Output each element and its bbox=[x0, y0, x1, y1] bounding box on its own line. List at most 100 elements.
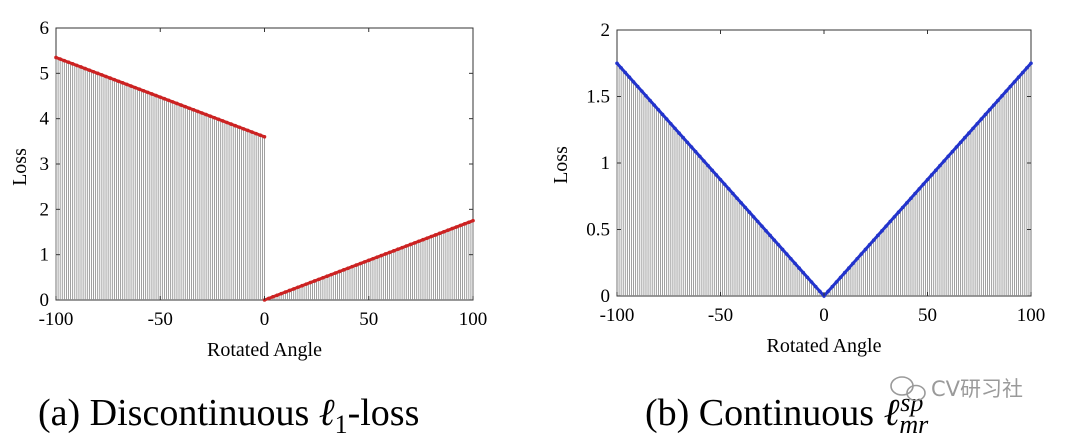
data-point bbox=[83, 66, 87, 71]
data-point bbox=[921, 182, 926, 187]
data-point bbox=[718, 177, 723, 182]
data-point bbox=[446, 228, 450, 232]
caption-a-tail: -loss bbox=[348, 392, 420, 434]
data-point bbox=[458, 223, 463, 228]
data-point bbox=[884, 224, 888, 228]
data-point bbox=[250, 130, 254, 134]
data-point bbox=[842, 270, 847, 275]
data-point bbox=[62, 58, 67, 63]
data-point bbox=[656, 108, 661, 112]
data-point bbox=[714, 173, 719, 177]
data-point bbox=[462, 222, 467, 226]
data-point bbox=[710, 168, 715, 173]
data-point bbox=[731, 191, 735, 196]
data-point bbox=[652, 103, 657, 107]
data-point bbox=[669, 121, 673, 126]
data-point bbox=[967, 131, 971, 135]
data-point bbox=[991, 103, 996, 107]
data-point bbox=[175, 101, 179, 106]
data-point bbox=[221, 119, 225, 123]
data-point bbox=[834, 280, 839, 284]
data-point bbox=[987, 108, 992, 112]
data-point bbox=[938, 163, 942, 168]
data-point bbox=[212, 115, 217, 120]
data-point bbox=[648, 98, 652, 103]
data-point bbox=[1025, 66, 1029, 70]
data-point bbox=[797, 266, 801, 270]
data-point bbox=[917, 187, 922, 191]
data-point bbox=[847, 266, 851, 270]
data-point bbox=[975, 121, 979, 126]
data-point bbox=[104, 74, 108, 79]
data-point bbox=[983, 112, 988, 117]
series-markers-1 bbox=[54, 55, 267, 139]
data-point bbox=[325, 274, 329, 279]
data-point bbox=[187, 106, 192, 111]
data-point bbox=[673, 126, 677, 131]
data-point bbox=[698, 154, 702, 159]
data-point bbox=[958, 140, 963, 145]
data-point bbox=[805, 275, 810, 280]
caption-b-superscript: sp bbox=[900, 388, 923, 417]
stem-fill bbox=[55, 57, 474, 300]
data-point bbox=[631, 80, 636, 84]
data-point bbox=[735, 196, 739, 201]
data-point bbox=[793, 261, 797, 266]
data-point bbox=[751, 215, 756, 219]
data-point bbox=[677, 131, 681, 135]
y-tick-label: 0.5 bbox=[586, 220, 610, 241]
data-point bbox=[329, 272, 334, 277]
data-point bbox=[702, 159, 706, 163]
data-point bbox=[408, 242, 413, 247]
x-tick-label: 100 bbox=[1017, 305, 1046, 326]
x-tick-label: -50 bbox=[148, 309, 173, 330]
data-point bbox=[1000, 94, 1004, 98]
data-point bbox=[333, 271, 338, 275]
data-point bbox=[942, 159, 946, 163]
data-point bbox=[743, 205, 748, 210]
x-tick-label: -100 bbox=[39, 309, 74, 330]
data-point bbox=[358, 261, 363, 266]
data-point bbox=[183, 104, 188, 109]
data-point bbox=[379, 253, 384, 258]
y-axis-label: Loss bbox=[9, 148, 31, 186]
caption-a-subscript: 1 bbox=[335, 410, 348, 439]
data-point bbox=[830, 284, 835, 289]
caption-a: (a) Discontinuous ℓ1-loss bbox=[38, 392, 419, 439]
data-point bbox=[689, 145, 694, 149]
data-point bbox=[237, 125, 242, 130]
data-point bbox=[1008, 84, 1013, 89]
data-point bbox=[859, 252, 864, 256]
data-point bbox=[1004, 89, 1008, 93]
data-point bbox=[246, 128, 250, 133]
data-point bbox=[425, 236, 429, 240]
data-point bbox=[784, 252, 789, 256]
data-point bbox=[170, 100, 175, 104]
caption-b-symbol: ℓ bbox=[884, 392, 900, 434]
y-tick-label: 0 bbox=[40, 290, 50, 311]
data-point bbox=[287, 288, 292, 293]
stem-fill bbox=[616, 63, 1032, 296]
data-point bbox=[818, 289, 822, 294]
data-point bbox=[137, 87, 142, 91]
data-point bbox=[341, 268, 346, 272]
data-point bbox=[91, 69, 96, 74]
data-point bbox=[145, 90, 150, 95]
data-point bbox=[262, 135, 267, 139]
data-point bbox=[925, 177, 930, 182]
y-tick-label: 1 bbox=[40, 245, 50, 266]
data-point bbox=[454, 225, 459, 229]
data-point bbox=[826, 289, 830, 294]
data-point bbox=[354, 263, 359, 267]
data-point bbox=[780, 247, 785, 252]
watermark: CV研习社 bbox=[890, 376, 1023, 402]
y-tick-label: 6 bbox=[40, 18, 50, 39]
data-point bbox=[404, 244, 409, 248]
data-point bbox=[1016, 75, 1021, 80]
data-point bbox=[764, 229, 768, 233]
data-point bbox=[366, 258, 371, 263]
data-point bbox=[913, 191, 917, 196]
data-point bbox=[467, 220, 471, 225]
data-point bbox=[681, 135, 686, 140]
data-point bbox=[1012, 80, 1017, 84]
